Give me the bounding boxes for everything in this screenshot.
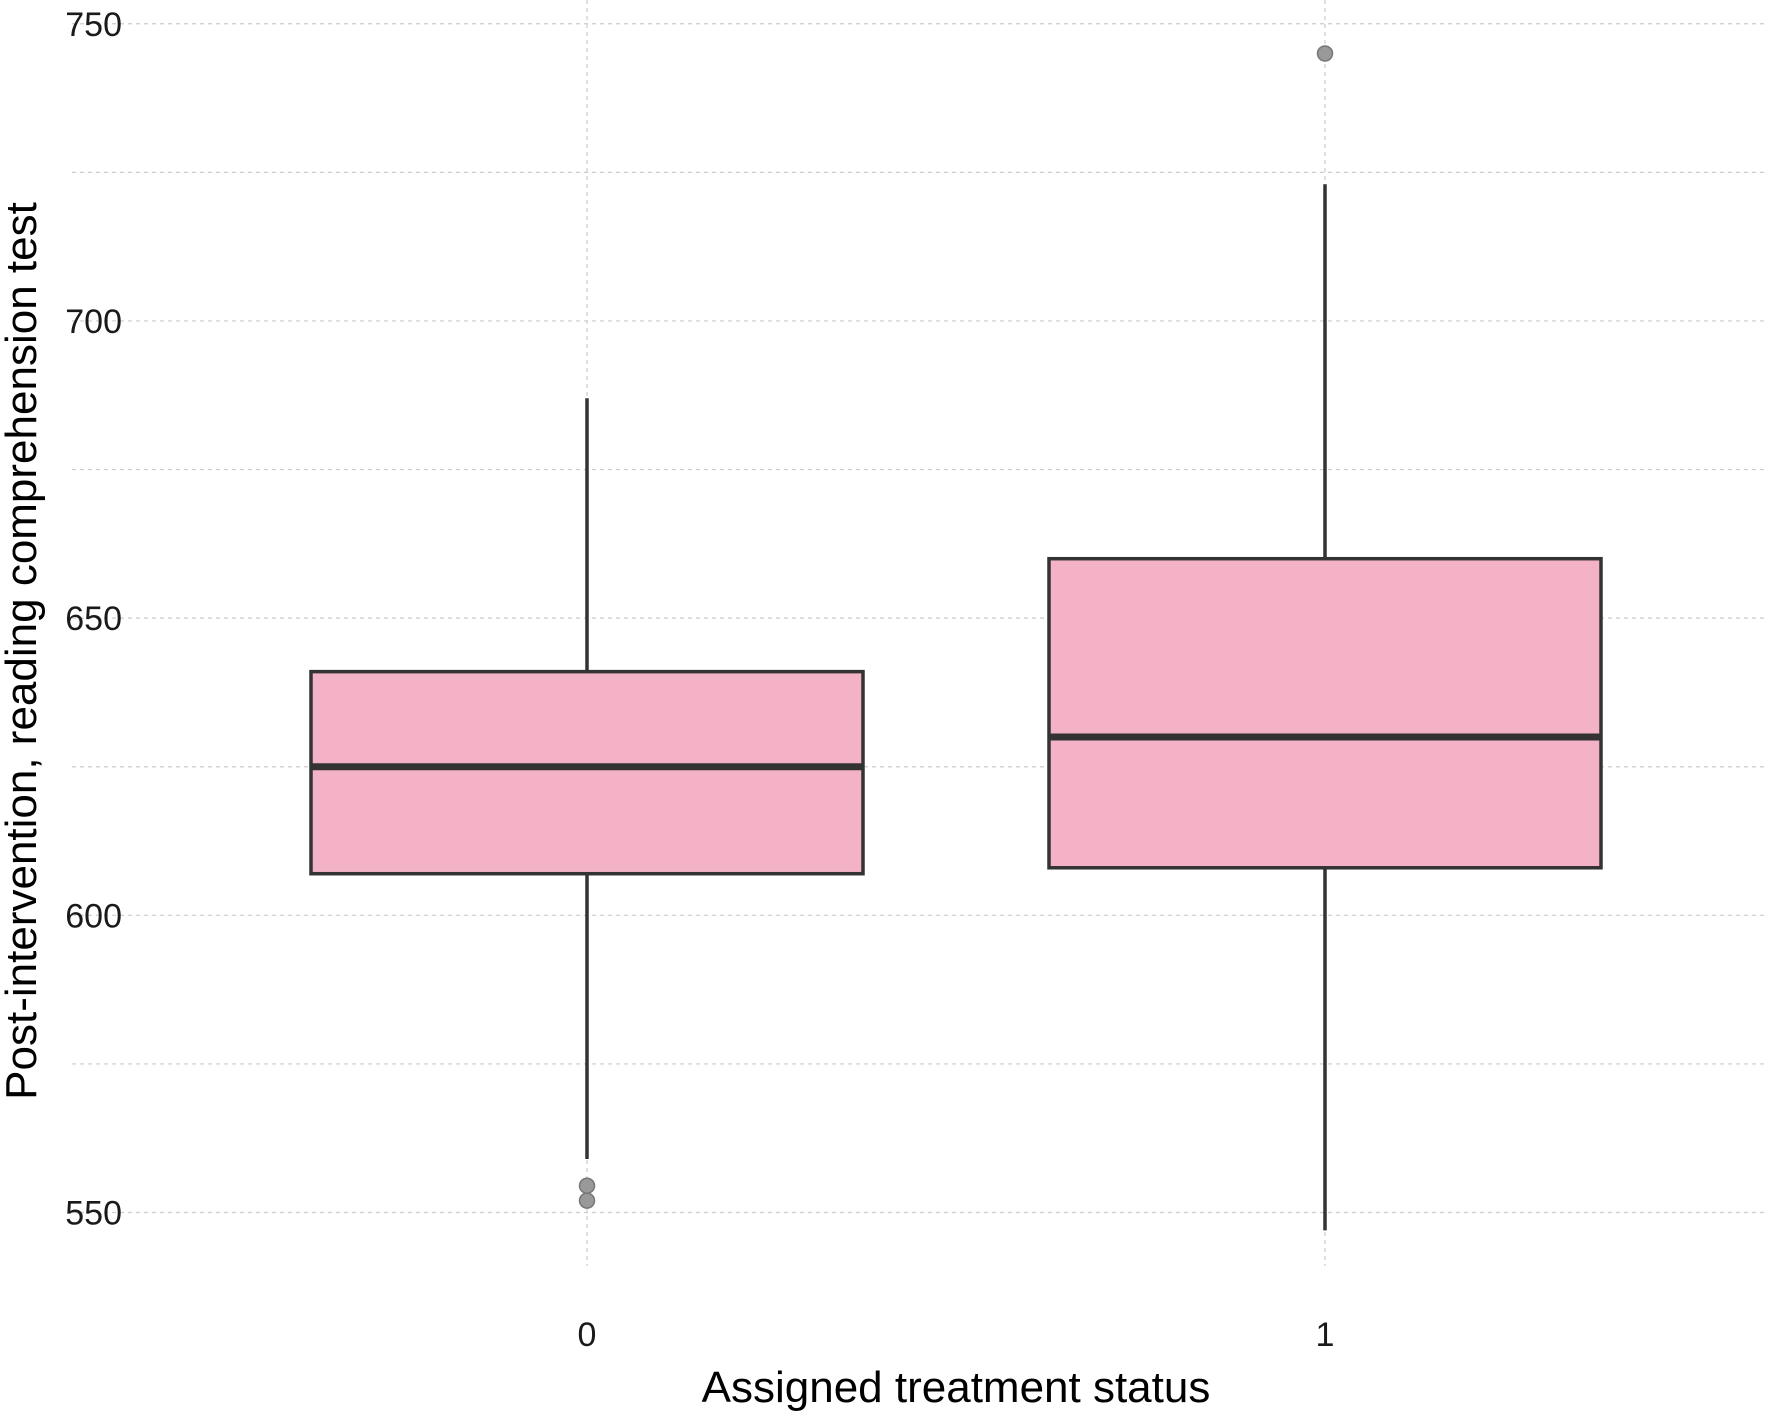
y-tick-label: 650 xyxy=(65,600,122,638)
box-group-1 xyxy=(1047,45,1603,1231)
y-tick-label: 700 xyxy=(65,303,122,341)
x-tick-label: 0 xyxy=(578,1316,597,1354)
x-tick-label: 1 xyxy=(1316,1316,1335,1354)
y-tick-label: 550 xyxy=(65,1195,122,1233)
y-axis-title: Post-intervention, reading comprehension… xyxy=(0,202,46,1100)
box-layer xyxy=(309,45,1603,1231)
y-tick-labels: 550 600 650 700 750 xyxy=(65,6,122,1233)
y-tick-label: 600 xyxy=(65,897,122,935)
y-tick-label: 750 xyxy=(65,6,122,44)
box-group-0 xyxy=(309,398,865,1209)
x-axis-title: Assigned treatment status xyxy=(702,1363,1211,1412)
box-iqr xyxy=(1047,556,1603,870)
box-iqr xyxy=(309,669,865,876)
outlier-point xyxy=(578,1177,596,1195)
outlier-point xyxy=(578,1192,596,1209)
outlier-point xyxy=(1316,45,1334,62)
